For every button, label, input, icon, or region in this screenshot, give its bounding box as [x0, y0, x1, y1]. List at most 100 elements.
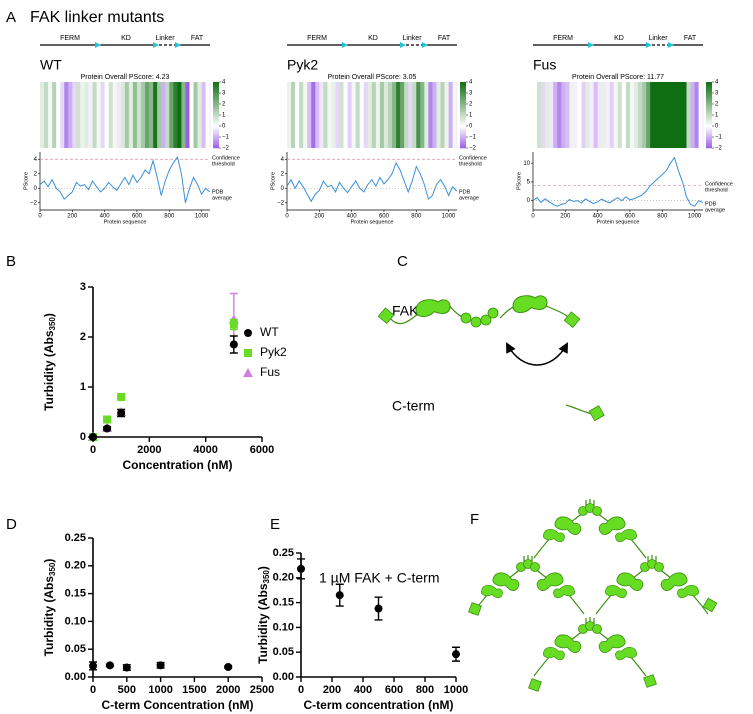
heatmap-cell: [396, 82, 401, 148]
heatmap-cell: [549, 82, 554, 148]
panel-label: D: [6, 516, 17, 533]
colorbar-cell: [213, 82, 219, 84]
heatmap-cell: [80, 82, 85, 148]
heatmap-cell: [128, 82, 134, 148]
site-marker: [646, 42, 652, 48]
y-tick-label: 0.20: [273, 572, 294, 584]
domain-square: [528, 678, 542, 692]
y-tick-label: 0.15: [65, 588, 86, 600]
x-tick-label: 800: [411, 214, 422, 220]
x-tick-label: 2000: [216, 684, 240, 696]
heatmap-cell: [303, 82, 308, 148]
colorbar-cell: [213, 100, 219, 103]
heatmap-cell: [149, 82, 154, 148]
marker: [224, 662, 233, 671]
colorbar-cell: [213, 131, 219, 134]
heatmap-cell: [145, 82, 150, 148]
domain-label: KD: [368, 35, 378, 42]
x-tick-label: 200: [67, 214, 78, 220]
diagram-c: FAK C-term: [377, 295, 605, 422]
colorbar-cell: [706, 118, 712, 121]
domain-label: Linker: [648, 35, 668, 42]
heatmap-cell: [642, 82, 647, 148]
y-axis-label-part: Turbidity (Abs: [42, 330, 56, 411]
heatmap-cell: [323, 82, 328, 148]
heatmap-cell: [311, 82, 316, 148]
domain-circle: [480, 314, 492, 326]
heatmap-cell: [68, 82, 73, 148]
y-tick-label: 0: [34, 186, 38, 192]
diagram-f: [468, 499, 718, 692]
x-axis-label: Protein sequence: [104, 219, 147, 225]
domain-label: FAT: [684, 35, 697, 42]
y-axis-label: Turbidity (Abs350): [42, 313, 57, 411]
heatmap-cell: [319, 82, 324, 148]
domain-circle: [470, 316, 482, 328]
y-tick-label: 0.20: [65, 560, 86, 572]
x-tick-label: 1000: [442, 214, 456, 220]
heatmap-cell: [404, 82, 409, 148]
heatmap-cell: [307, 82, 312, 148]
x-tick-label: 0: [38, 214, 42, 220]
colorbar-cell: [706, 123, 712, 126]
heatmap-cell: [585, 82, 590, 148]
x-tick-label: 0: [90, 684, 96, 696]
colorbar-cell: [706, 115, 712, 117]
heatmap-cell: [104, 82, 109, 148]
heatmap-cell: [181, 82, 186, 148]
heatmap-cell: [557, 82, 562, 148]
heatmap-cell: [698, 82, 703, 148]
x-tick-label: 600: [385, 684, 403, 696]
heatmap-cell: [124, 82, 130, 148]
colorbar-cell: [706, 110, 712, 112]
heatmap-cell: [335, 82, 340, 148]
heatmap-cell: [581, 82, 586, 148]
heatmap-cell: [132, 82, 138, 148]
y-axis-label: PScore: [23, 172, 29, 190]
x-tick-label: 1000: [148, 684, 172, 696]
domain-square: [588, 405, 605, 422]
colorbar-cell: [460, 85, 466, 88]
colorbar-cell: [706, 86, 712, 89]
heatmap-cell: [64, 82, 69, 148]
y-tick-label: 0: [80, 431, 86, 443]
colorbar-cell: [460, 144, 466, 147]
heatmap-cell: [537, 82, 542, 148]
colorbar-cell: [460, 129, 466, 132]
colorbar-cell: [460, 118, 466, 121]
heatmap-cell: [299, 82, 304, 148]
colorbar-tick-label: 2: [222, 102, 226, 108]
y-axis-label-part: Turbidity (Abs: [42, 576, 56, 657]
colorbar-tick-label: −2: [469, 146, 477, 152]
heatmap-title: Protein Overall PScore: 11.77: [572, 74, 664, 81]
heatmap-cell: [613, 82, 619, 148]
heatmap-cell: [629, 82, 635, 148]
colorbar-cell: [460, 146, 466, 149]
colorbar-cell: [460, 138, 466, 141]
colorbar-cell: [706, 139, 712, 142]
panel-label: F: [470, 511, 479, 528]
legend-label: Fus: [260, 365, 280, 379]
colorbar-cell: [460, 103, 466, 106]
heatmap-cell: [674, 82, 679, 148]
colorbar-cell: [460, 95, 466, 98]
colorbar-tick-label: 0: [715, 124, 719, 130]
heatmap-title: Protein Overall PScore: 4.23: [81, 74, 170, 81]
heatmap-cell: [295, 82, 300, 148]
colorbar-cell: [460, 126, 466, 129]
colorbar-cell: [706, 91, 712, 94]
panel-name: Fus: [533, 57, 556, 73]
figure-title: FAK linker mutants: [30, 9, 164, 26]
colorbar-cell: [460, 131, 466, 134]
heatmap-cell: [100, 82, 105, 148]
heatmap-cell: [379, 82, 385, 148]
colorbar-cell: [706, 128, 712, 131]
colorbar-cell: [460, 101, 466, 104]
heatmap-cell: [40, 82, 45, 148]
colorbar-tick-label: −2: [222, 146, 230, 152]
colorbar-cell: [460, 128, 466, 131]
y-tick-label: 0.10: [273, 621, 294, 633]
pscore-line: [39, 155, 211, 203]
domain-label: FERM: [60, 35, 80, 42]
marker: [244, 329, 252, 337]
